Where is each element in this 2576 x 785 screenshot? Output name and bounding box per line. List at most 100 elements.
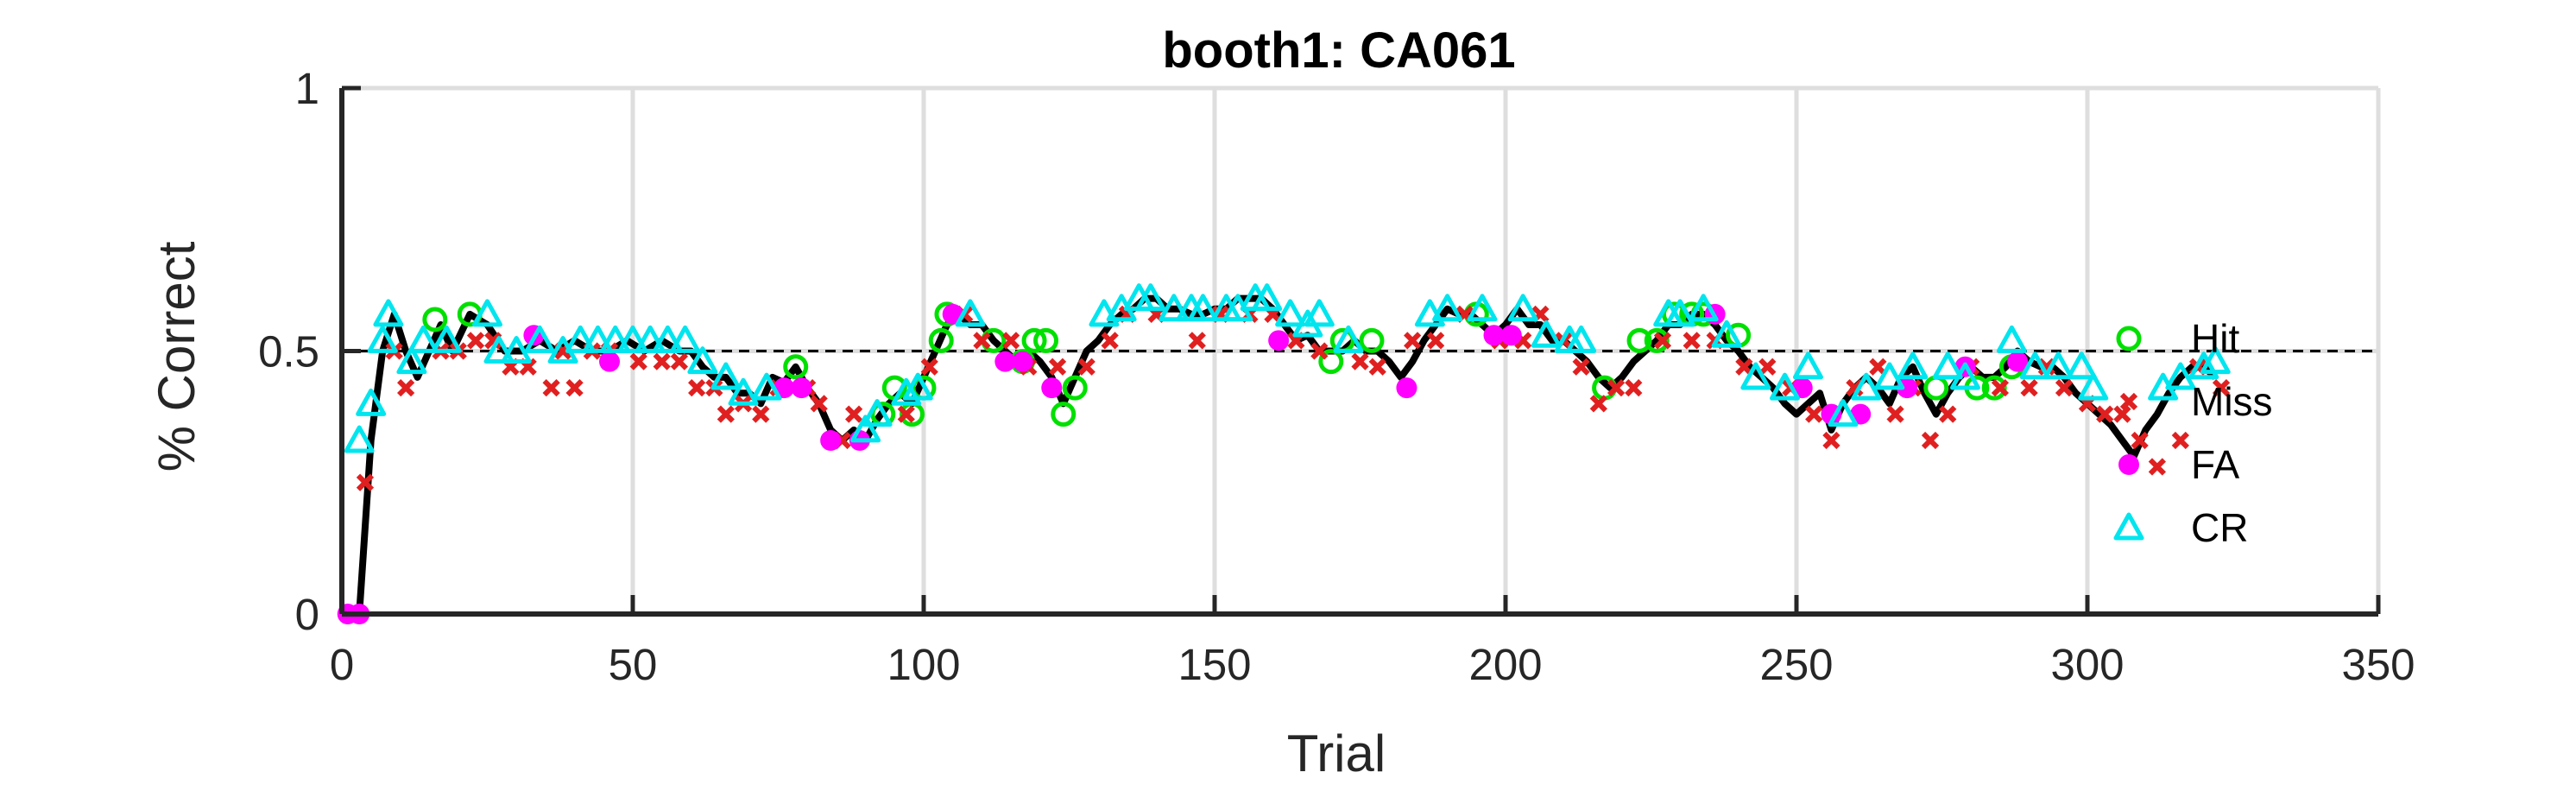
legend-marker-miss — [2119, 392, 2138, 411]
cr-marker-9 — [501, 336, 532, 364]
legend-item-hit: Hit — [2116, 316, 2239, 361]
cr-marker-4 — [396, 346, 427, 375]
miss-marker-57-stroke-b — [1653, 332, 1672, 350]
miss-marker-31-stroke-b — [1001, 332, 1020, 350]
hit-marker-0 — [422, 307, 448, 332]
miss-marker-77 — [2096, 405, 2114, 423]
series-cr — [344, 283, 2231, 453]
miss-marker-55 — [1607, 379, 1626, 397]
miss-marker-56 — [1625, 379, 1643, 397]
miss-marker-64 — [1822, 431, 1840, 450]
axes-group — [339, 85, 2381, 617]
miss-marker-14-stroke-b — [629, 352, 647, 370]
cr-marker-20 — [710, 362, 742, 390]
cr-marker-69 — [2165, 362, 2196, 390]
cr-marker-0 — [344, 425, 375, 453]
cr-marker-66 — [2066, 351, 2097, 380]
miss-marker-60 — [1735, 358, 1753, 376]
cr-marker-62 — [1949, 362, 1980, 390]
miss-marker-28-stroke-b — [920, 358, 938, 376]
cr-marker-2 — [367, 325, 398, 353]
miss-marker-17-stroke-b — [688, 379, 706, 397]
cr-marker-8 — [483, 336, 515, 364]
cr-marker-3 — [373, 299, 404, 327]
miss-marker-21-stroke-b — [752, 405, 770, 423]
cr-marker-13 — [583, 325, 614, 353]
miss-marker-78-stroke-b — [2113, 405, 2131, 423]
miss-marker-75-stroke-b — [2055, 379, 2074, 397]
miss-marker-27 — [897, 405, 915, 423]
cr-marker-19 — [687, 346, 718, 375]
hit-marker-21 — [1644, 327, 1670, 353]
fa-marker-22 — [2007, 351, 2029, 372]
miss-marker-19 — [717, 405, 735, 423]
legend-marker-miss-stroke-b — [2119, 392, 2138, 411]
fa-marker-9 — [994, 351, 1016, 372]
cr-marker-47 — [1531, 320, 1562, 348]
miss-marker-61 — [1758, 358, 1777, 376]
miss-marker-54 — [1589, 395, 1607, 413]
cr-marker-6 — [431, 325, 462, 353]
miss-marker-43 — [1310, 342, 1329, 360]
x-tick-label-6: 300 — [2050, 640, 2124, 689]
legend-marker-cr — [2113, 512, 2144, 541]
miss-marker-5-stroke-b — [466, 332, 485, 350]
cr-marker-70 — [2188, 351, 2219, 380]
miss-marker-54-stroke-b — [1589, 395, 1607, 413]
cr-marker-63 — [1996, 325, 2027, 353]
miss-marker-44 — [1351, 352, 1369, 370]
miss-marker-70 — [1939, 405, 1957, 423]
x-tick-label-0: 0 — [330, 640, 354, 689]
miss-marker-2 — [397, 379, 415, 397]
miss-marker-83-stroke-b — [2212, 379, 2231, 397]
cr-marker-26 — [902, 372, 933, 401]
miss-marker-77-stroke-b — [2096, 405, 2114, 423]
miss-marker-5 — [466, 332, 485, 350]
miss-marker-24 — [810, 395, 828, 413]
miss-marker-30-stroke-b — [973, 332, 991, 350]
y-tick-label-2: 1 — [295, 64, 319, 113]
cr-marker-54 — [1740, 362, 1771, 390]
cr-marker-39 — [1275, 299, 1306, 327]
miss-marker-17 — [688, 379, 706, 397]
legend-marker-hit — [2116, 326, 2142, 351]
fa-marker-15 — [1500, 325, 1522, 346]
miss-marker-50-stroke-b — [1514, 332, 1532, 350]
miss-marker-53 — [1572, 358, 1590, 376]
miss-marker-69 — [1921, 431, 1940, 450]
cr-marker-41 — [1304, 299, 1335, 327]
miss-marker-70-stroke-b — [1939, 405, 1957, 423]
hit-marker-15 — [1318, 349, 1344, 375]
legend-marker-fa — [2118, 454, 2139, 475]
cr-marker-46 — [1507, 294, 1538, 322]
cr-marker-67 — [2078, 372, 2109, 401]
fa-marker-12 — [1268, 330, 1290, 351]
miss-marker-33 — [1048, 358, 1067, 376]
cr-marker-1 — [356, 388, 387, 416]
fa-marker-3 — [599, 351, 621, 372]
x-tick-label-1: 50 — [609, 640, 658, 689]
legend: Hit Miss FA CR — [2113, 316, 2273, 550]
miss-marker-8-stroke-b — [519, 358, 537, 376]
miss-marker-73-stroke-b — [2020, 379, 2038, 397]
miss-marker-33-stroke-b — [1048, 358, 1067, 376]
cr-marker-12 — [565, 325, 596, 353]
miss-marker-16-stroke-b — [670, 352, 689, 370]
hit-marker-28 — [1981, 375, 2007, 401]
miss-marker-34 — [1077, 358, 1095, 376]
miss-marker-45-stroke-b — [1368, 358, 1386, 376]
cr-marker-10 — [524, 325, 555, 353]
miss-marker-66 — [1869, 358, 1887, 376]
y-tick-label-0: 0 — [295, 590, 319, 639]
fa-marker-6 — [820, 430, 842, 452]
hit-marker-12 — [1033, 327, 1059, 353]
cr-marker-58 — [1851, 372, 1882, 401]
miss-marker-19-stroke-b — [717, 405, 735, 423]
miss-marker-46 — [1404, 332, 1422, 350]
miss-marker-24-stroke-b — [810, 395, 828, 413]
miss-marker-26-stroke-b — [844, 405, 863, 423]
hit-marker-20 — [1626, 327, 1652, 353]
cr-marker-44 — [1432, 294, 1463, 322]
